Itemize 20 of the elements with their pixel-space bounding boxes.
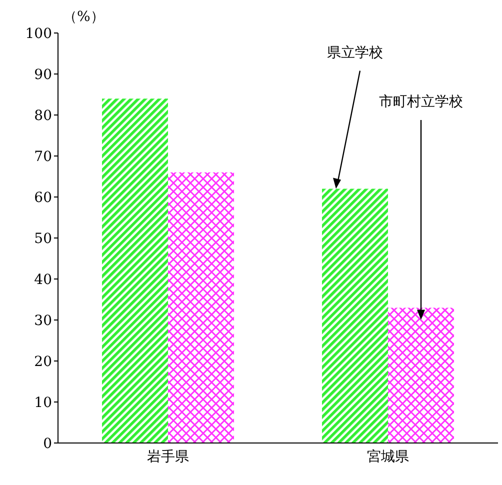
x-tick-label: 宮城県 bbox=[367, 448, 409, 465]
y-tick-label: 0 bbox=[43, 436, 52, 452]
y-axis-title: （%） bbox=[63, 8, 104, 26]
bar bbox=[168, 172, 234, 443]
y-tick-label: 10 bbox=[34, 394, 52, 411]
y-tick-label: 100 bbox=[25, 26, 52, 42]
bar bbox=[388, 308, 454, 443]
y-tick-label: 40 bbox=[34, 272, 52, 288]
text: 市町村立学校 bbox=[379, 94, 463, 110]
y-tick-label: 20 bbox=[34, 354, 52, 370]
bar bbox=[102, 98, 168, 443]
y-tick-label: 30 bbox=[34, 312, 52, 329]
y-tick-label: 70 bbox=[34, 148, 52, 165]
y-tick-label: 90 bbox=[34, 66, 52, 83]
y-tick-label: 60 bbox=[34, 190, 52, 206]
y-tick-label: 80 bbox=[34, 108, 52, 124]
x-tick-label: 岩手県 bbox=[147, 448, 189, 465]
text: 県立学校 bbox=[327, 44, 383, 61]
y-tick-label: 50 bbox=[34, 230, 52, 247]
bar bbox=[322, 188, 388, 443]
